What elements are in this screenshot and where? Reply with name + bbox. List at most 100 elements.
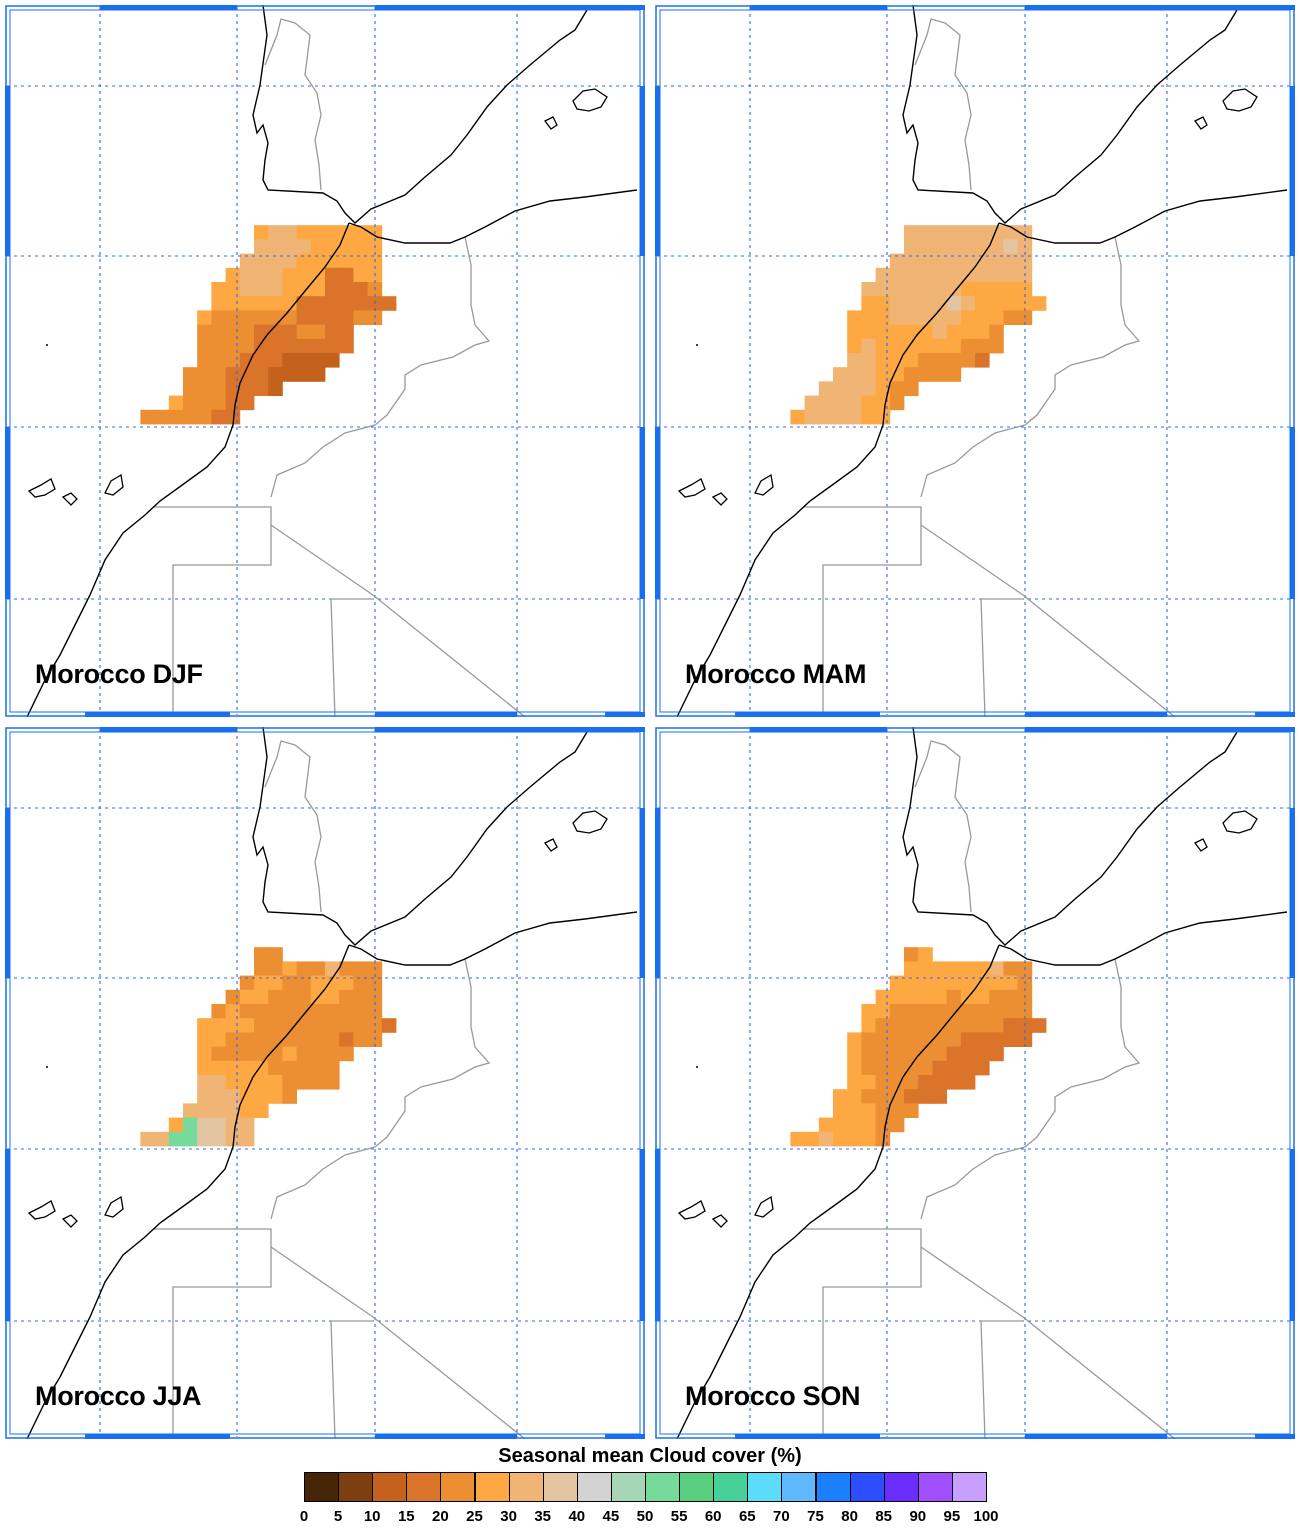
grid-cell <box>353 975 368 991</box>
grid-cell <box>282 310 297 325</box>
legend-tick-label: 30 <box>500 1508 517 1525</box>
grid-cell <box>339 1032 354 1047</box>
legend-tick-label: 85 <box>875 1508 893 1525</box>
legend-tick-label: 95 <box>943 1508 961 1525</box>
grid-cell <box>960 1075 976 1090</box>
frame-tick-bar <box>375 712 517 717</box>
frame-inner-border <box>659 731 1291 1435</box>
grid-cell <box>889 310 905 325</box>
grid-cell <box>932 1089 947 1104</box>
grid-cell <box>932 338 947 354</box>
legend-tick-label: 20 <box>432 1508 449 1525</box>
grid-cell <box>861 1117 876 1133</box>
coastline <box>348 189 638 244</box>
grid-cell <box>889 324 905 340</box>
grid-cell <box>239 975 255 991</box>
grid-cell <box>254 353 269 368</box>
border-line <box>980 598 986 717</box>
island-outline <box>1194 838 1208 852</box>
grid-cell <box>268 947 283 962</box>
grid-cell <box>211 324 226 340</box>
border-line <box>270 1246 526 1439</box>
coastline <box>676 222 1000 717</box>
frame-tick-bar <box>517 5 645 10</box>
grid-cell <box>282 267 297 283</box>
frame-tick-bar <box>1025 727 1167 732</box>
grid-cell <box>211 310 226 325</box>
grid-cell <box>946 367 962 382</box>
grid-cell <box>904 975 919 991</box>
frame-border <box>5 727 645 1439</box>
grid-cell <box>225 324 241 340</box>
grid-cell <box>197 1032 212 1047</box>
grid-cell <box>239 1004 255 1019</box>
grid-cell <box>833 1103 848 1118</box>
map-frame <box>5 727 645 1439</box>
legend-swatch <box>849 1472 885 1502</box>
grid-cell <box>296 253 312 269</box>
grid-cell <box>932 353 947 368</box>
grid-cell <box>239 1131 255 1147</box>
border-line <box>270 958 491 1220</box>
island-outline <box>61 492 78 506</box>
grid-cell <box>353 239 368 254</box>
grid-cell <box>254 338 269 354</box>
island-dot <box>46 1066 48 1068</box>
grid-cell <box>918 225 933 240</box>
grid-cell <box>847 1103 862 1118</box>
grid-cell <box>197 1075 212 1090</box>
grid-cell <box>339 989 354 1005</box>
grid-cell <box>296 282 312 297</box>
legend-swatch <box>304 1472 340 1502</box>
grid-cell <box>268 1018 283 1033</box>
grid-cell <box>932 225 947 240</box>
border-line <box>270 524 526 717</box>
legend-tick-label: 15 <box>397 1508 415 1525</box>
grid-cell <box>239 1032 255 1047</box>
island-outline <box>544 116 558 130</box>
grid-cell <box>239 1018 255 1033</box>
grid-cell <box>918 267 933 283</box>
grid-cell <box>310 961 326 976</box>
frame-tick-bar <box>1290 808 1295 978</box>
grid-cell <box>875 296 891 311</box>
grid-cell <box>918 1032 933 1047</box>
grid-cell <box>325 253 340 269</box>
grid-cell <box>183 1131 198 1147</box>
island-outline <box>27 1200 56 1220</box>
legend-swatch <box>951 1472 987 1502</box>
grid-cell <box>818 1117 834 1133</box>
grid-cell <box>989 282 1004 297</box>
panel-title: Morocco DJF <box>35 659 203 689</box>
grid-cell <box>960 1060 976 1076</box>
grid-cell <box>268 989 283 1005</box>
grid-cell <box>918 239 933 254</box>
grid-cell <box>254 225 269 240</box>
legend-swatch <box>474 1472 510 1502</box>
cloud-cover-cells <box>790 225 1047 425</box>
grid-cell <box>932 1032 947 1047</box>
grid-cell <box>296 975 312 991</box>
grid-cell <box>918 296 933 311</box>
grid-cell <box>833 395 848 411</box>
grid-cell <box>932 296 947 311</box>
grid-cell <box>325 324 340 340</box>
grid-cell <box>296 310 312 325</box>
grid-cell <box>960 961 976 976</box>
grid-cell <box>960 253 976 269</box>
grid-cell <box>918 282 933 297</box>
grid-cell <box>904 1060 919 1076</box>
grid-cell <box>918 367 933 382</box>
grid-cell <box>904 282 919 297</box>
grid-cell <box>225 395 241 411</box>
grid-cell <box>254 1089 269 1104</box>
legend-swatch <box>815 1472 851 1502</box>
island-dot <box>696 344 698 346</box>
grid-cell <box>889 338 905 354</box>
legend-tick-label: 55 <box>670 1508 688 1525</box>
grid-cell <box>353 1032 368 1047</box>
grid-cell <box>211 1131 226 1147</box>
grid-cell <box>239 989 255 1005</box>
grid-cell <box>932 324 947 340</box>
grid-cell <box>254 961 269 976</box>
